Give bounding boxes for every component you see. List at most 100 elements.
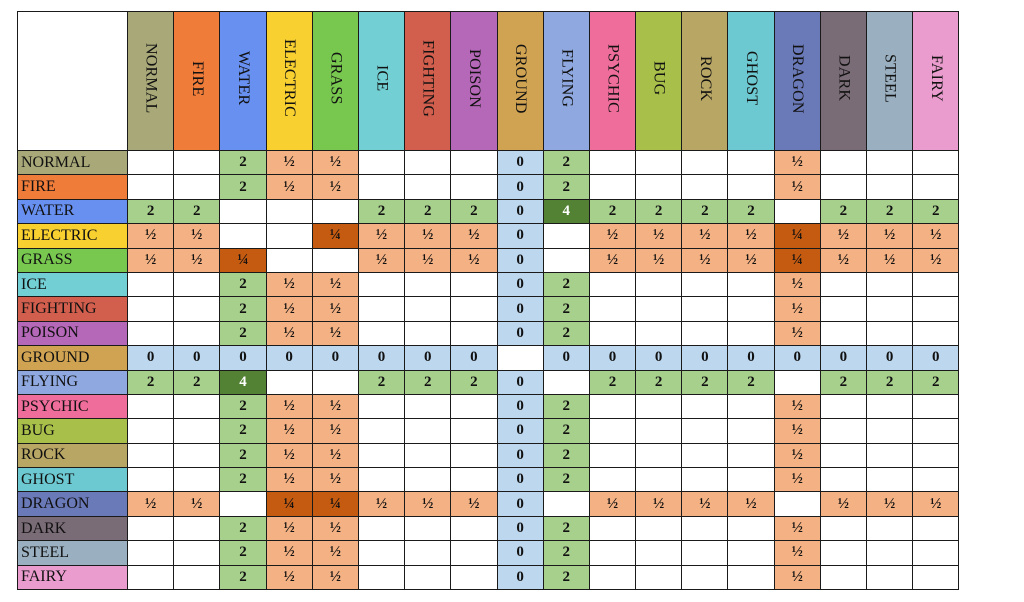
matchup-cell bbox=[173, 540, 221, 566]
matchup-cell bbox=[635, 564, 683, 591]
column-header-dragon: DRAGON bbox=[773, 11, 821, 151]
matchup-cell bbox=[542, 247, 590, 273]
matchup-cell bbox=[404, 515, 452, 542]
matchup-cell bbox=[681, 271, 729, 298]
matchup-cell: 2 bbox=[542, 418, 590, 444]
matchup-cell bbox=[126, 320, 175, 347]
column-header-label: GRASS bbox=[327, 52, 345, 105]
table-row: FAIRY 2 ½ ½ 0 2 ½ bbox=[17, 564, 960, 591]
row-header-flying: FLYING bbox=[17, 369, 128, 395]
matchup-cell bbox=[357, 564, 406, 591]
table-row: STEEL 2 ½ ½ 0 2 ½ bbox=[17, 540, 960, 566]
matchup-cell bbox=[588, 418, 637, 444]
matchup-cell: ½ bbox=[265, 515, 313, 542]
row-header-fairy: FAIRY bbox=[17, 564, 128, 591]
matchup-cell bbox=[819, 442, 868, 469]
matchup-cell bbox=[588, 271, 637, 298]
matchup-cell bbox=[865, 467, 914, 493]
matchup-cell: 2 bbox=[588, 369, 637, 395]
matchup-cell bbox=[311, 247, 359, 273]
matchup-cell bbox=[588, 393, 637, 420]
matchup-cell: ½ bbox=[404, 247, 452, 273]
matchup-cell bbox=[865, 515, 914, 542]
matchup-cell: ½ bbox=[311, 564, 359, 591]
matchup-cell: 0 bbox=[635, 345, 683, 371]
matchup-cell: 2 bbox=[819, 198, 868, 225]
matchup-cell bbox=[265, 223, 313, 249]
matchup-cell bbox=[865, 442, 914, 469]
matchup-cell bbox=[126, 442, 175, 469]
matchup-cell: 2 bbox=[219, 320, 267, 347]
row-header-ground: GROUND bbox=[17, 345, 128, 371]
matchup-cell bbox=[126, 515, 175, 542]
row-header-dark: DARK bbox=[17, 515, 128, 542]
matchup-cell: 0 bbox=[496, 296, 544, 322]
matchup-cell bbox=[681, 540, 729, 566]
matchup-cell: 2 bbox=[219, 296, 267, 322]
matchup-cell bbox=[126, 418, 175, 444]
matchup-cell bbox=[588, 320, 637, 347]
matchup-cell bbox=[404, 271, 452, 298]
matchup-cell bbox=[357, 149, 406, 176]
matchup-cell: 0 bbox=[404, 345, 452, 371]
matchup-cell: ½ bbox=[773, 515, 821, 542]
matchup-cell: 2 bbox=[681, 198, 729, 225]
matchup-cell: ¼ bbox=[773, 223, 821, 249]
matchup-cell: 0 bbox=[912, 345, 960, 371]
table-row: FIGHTING 2 ½ ½ 0 2 ½ bbox=[17, 296, 960, 322]
matchup-cell: 2 bbox=[542, 271, 590, 298]
matchup-cell bbox=[727, 540, 775, 566]
matchup-cell: ½ bbox=[311, 271, 359, 298]
matchup-cell: ½ bbox=[865, 491, 914, 517]
matchup-cell bbox=[173, 296, 221, 322]
row-header-dragon: DRAGON bbox=[17, 491, 128, 517]
row-header-bug: BUG bbox=[17, 418, 128, 444]
matchup-cell bbox=[357, 296, 406, 322]
matchup-cell: ½ bbox=[819, 247, 868, 273]
matchup-cell: ½ bbox=[773, 467, 821, 493]
matchup-cell: ½ bbox=[819, 491, 868, 517]
matchup-cell bbox=[681, 296, 729, 322]
matchup-cell bbox=[727, 271, 775, 298]
matchup-cell: 2 bbox=[635, 198, 683, 225]
matchup-cell bbox=[404, 174, 452, 200]
table-row: GHOST 2 ½ ½ 0 2 ½ bbox=[17, 467, 960, 493]
matchup-cell bbox=[542, 223, 590, 249]
table-row: FIRE 2 ½ ½ 0 2 ½ bbox=[17, 174, 960, 200]
matchup-cell bbox=[773, 369, 821, 395]
matchup-cell bbox=[173, 467, 221, 493]
matchup-cell: ½ bbox=[773, 442, 821, 469]
matchup-cell bbox=[450, 467, 498, 493]
matchup-cell bbox=[404, 149, 452, 176]
column-header-label: ROCK bbox=[696, 55, 714, 102]
matchup-cell bbox=[912, 174, 960, 200]
matchup-cell: ½ bbox=[357, 247, 406, 273]
matchup-cell bbox=[357, 393, 406, 420]
matchup-cell: ½ bbox=[450, 247, 498, 273]
matchup-cell bbox=[173, 174, 221, 200]
matchup-cell bbox=[681, 467, 729, 493]
matchup-cell bbox=[265, 369, 313, 395]
matchup-cell bbox=[727, 393, 775, 420]
matchup-cell bbox=[681, 564, 729, 591]
matchup-cell bbox=[912, 418, 960, 444]
matchup-cell: ½ bbox=[311, 393, 359, 420]
matchup-cell bbox=[357, 540, 406, 566]
matchup-cell: 0 bbox=[357, 345, 406, 371]
matchup-cell bbox=[404, 320, 452, 347]
row-header-water: WATER bbox=[17, 198, 128, 225]
column-header-psychic: PSYCHIC bbox=[588, 11, 637, 151]
matchup-cell bbox=[450, 515, 498, 542]
column-header-flying: FLYING bbox=[542, 11, 590, 151]
matchup-cell bbox=[588, 296, 637, 322]
matchup-cell: 2 bbox=[912, 198, 960, 225]
column-header-label: FIGHTING bbox=[419, 39, 437, 118]
matchup-cell: ½ bbox=[773, 320, 821, 347]
matchup-cell bbox=[357, 320, 406, 347]
matchup-cell: ½ bbox=[635, 247, 683, 273]
matchup-cell: ½ bbox=[265, 296, 313, 322]
row-header-poison: POISON bbox=[17, 320, 128, 347]
matchup-cell: 0 bbox=[219, 345, 267, 371]
matchup-cell: 2 bbox=[219, 418, 267, 444]
matchup-cell: 2 bbox=[865, 198, 914, 225]
